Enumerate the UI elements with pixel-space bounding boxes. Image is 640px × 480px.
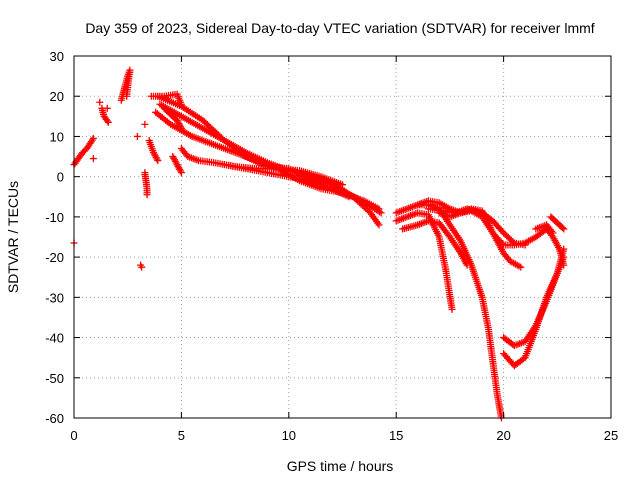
plot-frame [73, 55, 612, 419]
data-point [560, 261, 568, 269]
data-point [448, 305, 456, 313]
data-point [549, 229, 557, 237]
data-point [123, 92, 131, 100]
data-point [96, 98, 104, 106]
data-point [463, 261, 471, 269]
data-point [560, 225, 568, 233]
axis-ticks: 0 5 10 15 20 25 30 20 10 0 -10 -20 -30 -40 -50 -60 [45, 49, 618, 443]
x-tick-label: 0 [70, 428, 77, 443]
data-point [177, 169, 185, 177]
y-tick-label: 20 [50, 89, 64, 104]
x-tick-label: 25 [604, 428, 618, 443]
y-tick-label: -30 [45, 290, 64, 305]
data-point [104, 118, 112, 126]
y-tick-label: -20 [45, 250, 64, 265]
data-point [103, 104, 111, 112]
data-point [138, 263, 146, 271]
y-tick-label: 0 [57, 170, 64, 185]
data-point [548, 227, 556, 235]
data-points [70, 66, 568, 422]
y-axis-label: SDTVAR / TECUs [5, 181, 21, 293]
y-tick-label: 30 [50, 49, 64, 64]
y-tick-label: 10 [50, 129, 64, 144]
data-point [88, 136, 96, 144]
data-point [377, 209, 385, 217]
data-point [521, 241, 529, 249]
data-point [141, 120, 149, 128]
data-point [375, 221, 383, 229]
chart-title: Day 359 of 2023, Sidereal Day-to-day VTE… [85, 20, 594, 36]
x-tick-label: 20 [496, 428, 510, 443]
data-point [177, 167, 185, 175]
x-axis-label: GPS time / hours [287, 458, 394, 474]
data-point [143, 191, 151, 199]
y-tick-label: -60 [45, 411, 64, 426]
x-tick-label: 15 [389, 428, 403, 443]
data-point [345, 193, 353, 201]
data-point [558, 224, 566, 232]
x-tick-label: 10 [282, 428, 296, 443]
data-point [509, 238, 517, 246]
data-point [126, 68, 134, 76]
data-point [376, 208, 384, 216]
data-point [154, 157, 162, 165]
data-point [89, 134, 97, 142]
data-point [103, 117, 111, 125]
y-tick-label: -40 [45, 331, 64, 346]
x-tick-label: 5 [178, 428, 185, 443]
data-point [89, 155, 97, 163]
grid-lines [74, 56, 611, 418]
data-point [133, 132, 141, 140]
data-point [517, 263, 525, 271]
y-tick-label: -10 [45, 210, 64, 225]
data-point [153, 155, 161, 163]
data-point [141, 171, 149, 179]
y-tick-label: -50 [45, 371, 64, 386]
data-point [240, 151, 248, 159]
